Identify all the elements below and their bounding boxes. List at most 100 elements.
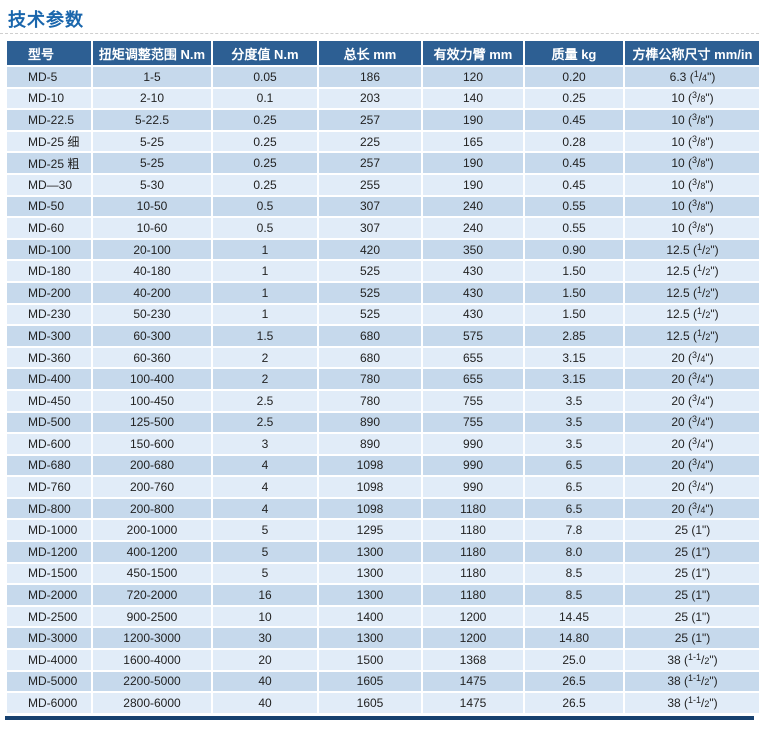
cell: 12.5 (1/2")	[625, 239, 759, 260]
cell: 3.5	[525, 434, 623, 454]
cell: 1.5	[213, 326, 317, 346]
cell: 200-680	[93, 455, 211, 476]
cell: 203	[319, 88, 421, 109]
cell: 430	[423, 282, 523, 303]
cell: 1300	[319, 542, 421, 562]
cell: 25 (1")	[625, 606, 759, 627]
cell: 755	[423, 412, 523, 433]
table-row: MD-1200 400-1200 5 1300 1180 8.0 25 (1")	[7, 542, 759, 562]
cell: 190	[423, 110, 523, 130]
cell: 890	[319, 412, 421, 433]
cell: 1200	[423, 628, 523, 649]
cell: 25 (1")	[625, 585, 759, 605]
cell-model: MD-1500	[7, 563, 91, 584]
cell: 50-230	[93, 304, 211, 325]
cell: 60-300	[93, 326, 211, 346]
cell-model: MD-450	[7, 390, 91, 411]
cell: 12.5 (1/2")	[625, 282, 759, 303]
cell-model: MD-230	[7, 304, 91, 325]
cell: 0.05	[213, 67, 317, 87]
cell: 7.8	[525, 520, 623, 541]
cell: 4	[213, 498, 317, 519]
cell: 25 (1")	[625, 520, 759, 541]
cell-model: MD-3000	[7, 628, 91, 649]
cell: 10-60	[93, 218, 211, 238]
cell: 680	[319, 347, 421, 368]
cell: 10 (3/8")	[625, 88, 759, 109]
cell: 4	[213, 455, 317, 476]
column-header-5: 质量 kg	[525, 41, 623, 65]
cell: 0.5	[213, 196, 317, 217]
table-row: MD-800 200-800 4 1098 1180 6.5 20 (3/4")	[7, 498, 759, 519]
cell: 0.25	[213, 174, 317, 195]
cell: 38 (1-1/2")	[625, 671, 759, 692]
cell: 190	[423, 153, 523, 173]
cell: 6.5	[525, 455, 623, 476]
table-row: MD-1000 200-1000 5 1295 1180 7.8 25 (1")	[7, 520, 759, 541]
cell-model: MD-6000	[7, 693, 91, 713]
cell: 1180	[423, 585, 523, 605]
cell: 20 (3/4")	[625, 477, 759, 497]
cell: 1	[213, 282, 317, 303]
cell: 257	[319, 153, 421, 173]
cell: 1098	[319, 498, 421, 519]
cell: 0.1	[213, 88, 317, 109]
table-row: MD-50 10-50 0.5 307 240 0.55 10 (3/8")	[7, 196, 759, 217]
cell: 200-1000	[93, 520, 211, 541]
cell: 780	[319, 369, 421, 389]
cell: 5-30	[93, 174, 211, 195]
cell-model: MD-25 粗	[7, 153, 91, 173]
spec-table: 型号 扭矩调整范围 N.m 分度值 N.m 总长 mm 有效力臂 mm 质量 kg 方榫公称…	[5, 39, 759, 715]
table-row: MD-2000 720-2000 16 1300 1180 8.5 25 (1")	[7, 585, 759, 605]
cell: 25.0	[525, 650, 623, 670]
cell: 1-5	[93, 67, 211, 87]
cell: 200-760	[93, 477, 211, 497]
column-header-0: 型号	[7, 41, 91, 65]
table-row: MD—30 5-30 0.25 255 190 0.45 10 (3/8")	[7, 174, 759, 195]
cell: 10 (3/8")	[625, 110, 759, 130]
cell: 1180	[423, 563, 523, 584]
cell-model: MD-5	[7, 67, 91, 87]
cell: 10 (3/8")	[625, 131, 759, 152]
cell: 890	[319, 434, 421, 454]
cell: 1	[213, 261, 317, 281]
cell: 30	[213, 628, 317, 649]
cell: 10 (3/8")	[625, 196, 759, 217]
cell: 240	[423, 218, 523, 238]
title-divider	[0, 33, 759, 34]
cell: 680	[319, 326, 421, 346]
cell: 2.5	[213, 390, 317, 411]
cell-model: MD-2500	[7, 606, 91, 627]
cell: 0.90	[525, 239, 623, 260]
cell: 165	[423, 131, 523, 152]
cell: 40	[213, 693, 317, 713]
cell-model: MD-500	[7, 412, 91, 433]
cell: 525	[319, 282, 421, 303]
column-header-3: 总长 mm	[319, 41, 421, 65]
cell: 3.5	[525, 390, 623, 411]
cell: 10	[213, 606, 317, 627]
cell: 20 (3/4")	[625, 412, 759, 433]
cell: 1300	[319, 585, 421, 605]
cell-model: MD-180	[7, 261, 91, 281]
cell-model: MD-25 细	[7, 131, 91, 152]
cell: 6.3 (1/4")	[625, 67, 759, 87]
cell: 4	[213, 477, 317, 497]
cell: 5	[213, 563, 317, 584]
cell: 16	[213, 585, 317, 605]
column-header-2: 分度值 N.m	[213, 41, 317, 65]
table-row: MD-25 细 5-25 0.25 225 165 0.28 10 (3/8")	[7, 131, 759, 152]
cell: 0.25	[213, 110, 317, 130]
cell: 0.55	[525, 218, 623, 238]
cell: 2	[213, 347, 317, 368]
cell: 150-600	[93, 434, 211, 454]
cell: 1475	[423, 693, 523, 713]
cell: 225	[319, 131, 421, 152]
cell: 6.5	[525, 477, 623, 497]
cell: 307	[319, 196, 421, 217]
page-title: 技术参数	[8, 10, 84, 30]
cell: 8.5	[525, 563, 623, 584]
cell: 525	[319, 304, 421, 325]
cell: 20	[213, 650, 317, 670]
